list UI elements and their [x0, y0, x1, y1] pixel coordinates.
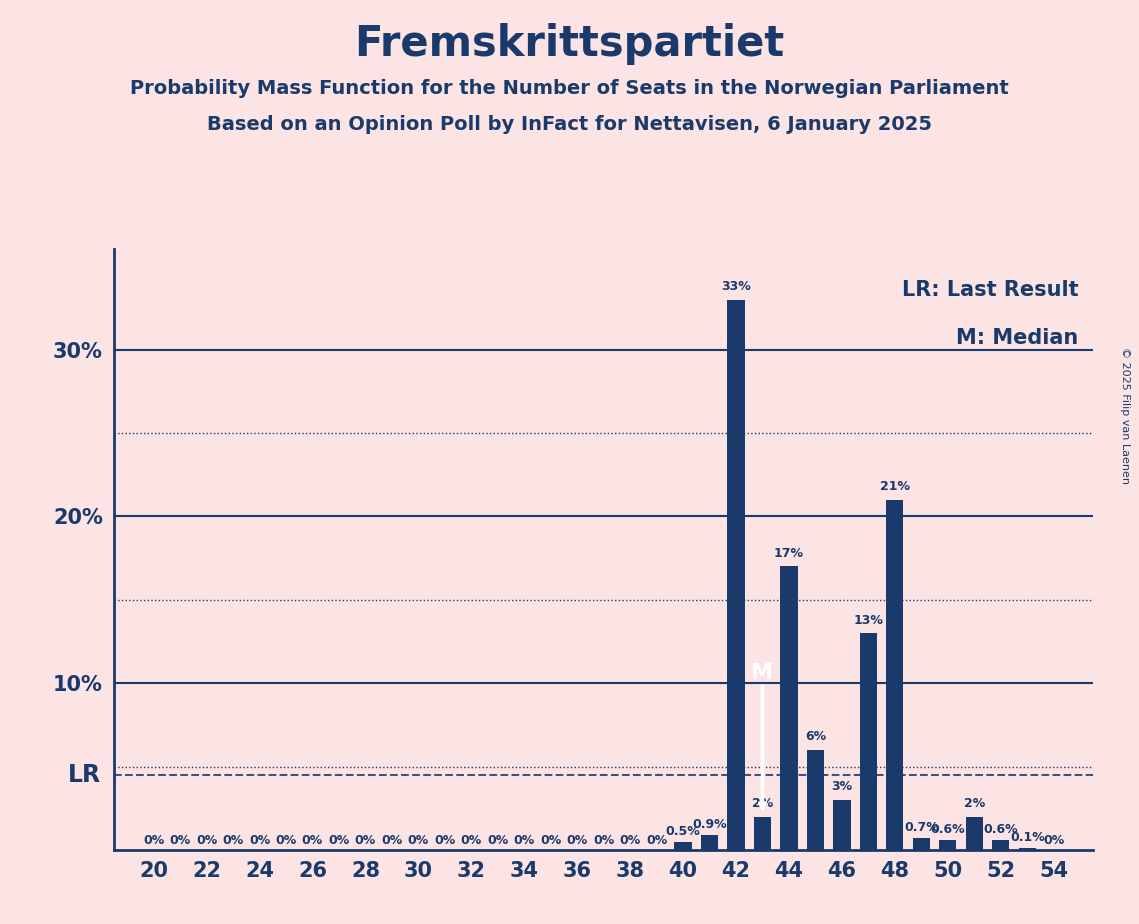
Text: 0%: 0% — [196, 833, 218, 846]
Text: 0%: 0% — [620, 833, 641, 846]
Text: 0%: 0% — [434, 833, 456, 846]
Bar — [728, 299, 745, 850]
Text: 2%: 2% — [752, 797, 773, 810]
Text: 0%: 0% — [460, 833, 482, 846]
Text: Probability Mass Function for the Number of Seats in the Norwegian Parliament: Probability Mass Function for the Number… — [130, 79, 1009, 98]
Bar — [860, 633, 877, 850]
Text: 0.1%: 0.1% — [1010, 832, 1044, 845]
Text: © 2025 Filip van Laenen: © 2025 Filip van Laenen — [1121, 347, 1130, 484]
Text: 0%: 0% — [408, 833, 429, 846]
Bar — [992, 840, 1009, 850]
Text: 0%: 0% — [328, 833, 350, 846]
Text: 0.6%: 0.6% — [983, 823, 1018, 836]
Bar — [834, 800, 851, 850]
Text: 0.5%: 0.5% — [665, 824, 700, 837]
Text: 33%: 33% — [721, 280, 751, 293]
Text: 0%: 0% — [1043, 833, 1064, 846]
Text: 0%: 0% — [514, 833, 535, 846]
Bar — [886, 500, 903, 850]
Text: 13%: 13% — [853, 614, 884, 626]
Text: 6%: 6% — [805, 730, 826, 743]
Text: 0%: 0% — [593, 833, 614, 846]
Text: 3%: 3% — [831, 781, 852, 794]
Bar — [1018, 848, 1035, 850]
Bar — [940, 840, 957, 850]
Bar — [806, 750, 825, 850]
Text: 0%: 0% — [249, 833, 270, 846]
Text: M: M — [752, 663, 773, 683]
Text: 0%: 0% — [302, 833, 323, 846]
Bar — [912, 838, 929, 850]
Text: Based on an Opinion Poll by InFact for Nettavisen, 6 January 2025: Based on an Opinion Poll by InFact for N… — [207, 116, 932, 135]
Text: 0%: 0% — [276, 833, 296, 846]
Bar — [754, 817, 771, 850]
Text: 0%: 0% — [540, 833, 562, 846]
Text: M: Median: M: Median — [957, 328, 1079, 347]
Bar — [700, 835, 719, 850]
Bar — [966, 817, 983, 850]
Text: 17%: 17% — [775, 547, 804, 560]
Bar — [674, 842, 691, 850]
Text: 0%: 0% — [222, 833, 244, 846]
Text: 21%: 21% — [880, 480, 910, 493]
Bar — [780, 566, 797, 850]
Text: 0%: 0% — [382, 833, 402, 846]
Text: 0%: 0% — [646, 833, 667, 846]
Text: 0.7%: 0.7% — [904, 821, 939, 834]
Text: 0.6%: 0.6% — [931, 823, 965, 836]
Text: Fremskrittspartiet: Fremskrittspartiet — [354, 23, 785, 65]
Text: LR: Last Result: LR: Last Result — [902, 279, 1079, 299]
Text: 0%: 0% — [487, 833, 508, 846]
Text: 0%: 0% — [170, 833, 190, 846]
Text: LR: LR — [67, 763, 100, 787]
Text: 0%: 0% — [566, 833, 588, 846]
Text: 2%: 2% — [964, 797, 985, 810]
Text: 0%: 0% — [354, 833, 376, 846]
Text: 0%: 0% — [144, 833, 164, 846]
Text: 0.9%: 0.9% — [693, 818, 727, 831]
